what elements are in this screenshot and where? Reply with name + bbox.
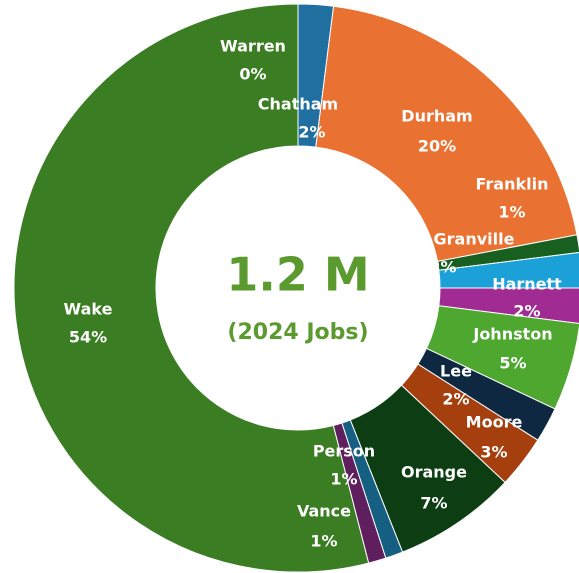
slice-value: 2% [429, 258, 456, 277]
slices [13, 3, 579, 573]
labels: Warren 0% Chatham 2% Durham 20% Franklin 1% Gran… [64, 37, 563, 551]
slice-value: 54% [69, 328, 107, 347]
slice-name: Orange [401, 463, 467, 482]
slice-value: 5% [499, 354, 526, 373]
slice-value: 20% [418, 137, 456, 156]
slice-name: Vance [297, 502, 351, 521]
slice-value: 3% [480, 443, 507, 462]
slice-value: 0% [239, 65, 266, 84]
slice-name: Warren [220, 37, 286, 56]
slice-value: 1% [330, 470, 357, 489]
slice-value: 2% [298, 123, 325, 142]
slice-value: 2% [513, 302, 540, 321]
slice-name: Franklin [476, 175, 549, 194]
slice-value: 1% [498, 203, 525, 222]
slice-name: Person [313, 442, 375, 461]
slice-value: 1% [310, 532, 337, 551]
center-subtitle: (2024 Jobs) [227, 320, 368, 345]
slice-name: Chatham [258, 95, 338, 114]
slice-name: Moore [466, 413, 523, 432]
slice-value: 2% [442, 390, 469, 409]
slice-value: 7% [420, 494, 447, 513]
slice-name: Johnston [472, 325, 552, 344]
center-title: 1.2 M [226, 248, 369, 302]
slice-name: Lee [440, 362, 472, 381]
slice-name: Wake [64, 300, 113, 319]
slice-name: Durham [401, 107, 472, 126]
slice-name: Granville [434, 230, 515, 249]
slice [13, 3, 370, 573]
slice [315, 5, 578, 262]
slice-name: Harnett [492, 275, 562, 294]
